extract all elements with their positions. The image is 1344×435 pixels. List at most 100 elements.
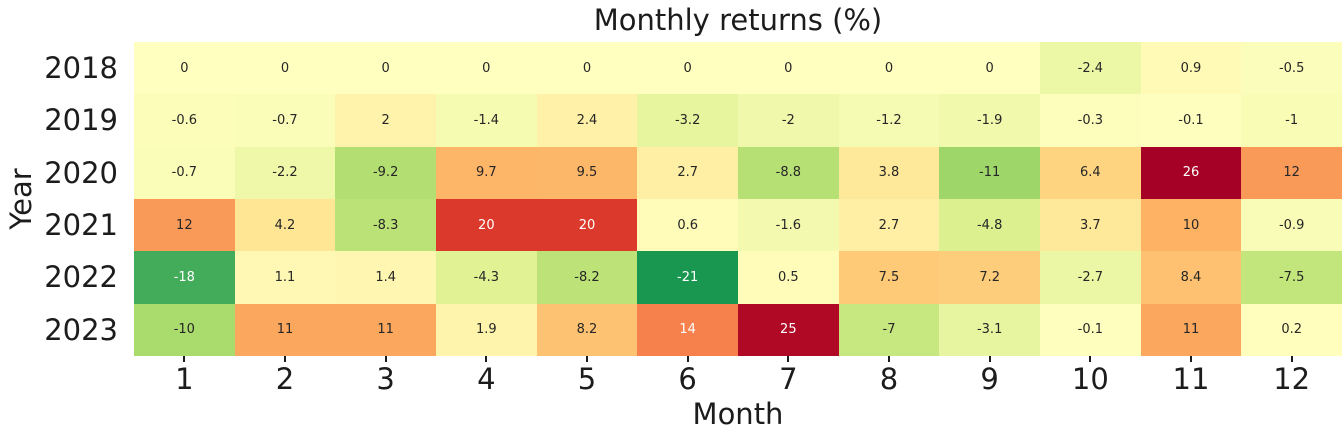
heatmap-cell: 7.5 [838,251,940,304]
heatmap-cell: 6.4 [1039,146,1141,199]
x-axis-tick-label: 7 [779,362,798,396]
heatmap-cell: -7.5 [1241,251,1342,304]
heatmap-cell: 0 [637,42,738,95]
heatmap-cell: -0.7 [234,94,336,147]
x-tick-mark [1089,356,1092,362]
heatmap-cell: 0 [234,42,336,95]
x-axis-tick-label: 5 [577,362,597,396]
heatmap-cell: 0.5 [737,251,839,304]
x-tick-mark [686,356,689,362]
heatmap-cell: -8.3 [335,198,436,252]
heatmap-cell: 11 [1140,303,1242,356]
x-axis-tick-label: 2 [275,362,295,396]
heatmap-cell: -8.2 [536,251,638,304]
heatmap-cell: -0.9 [1241,198,1342,252]
heatmap-cell: 0 [134,42,235,95]
heatmap-cell: 0 [536,42,638,95]
heatmap-cell: -1.2 [838,94,940,147]
y-axis-tick-label: 2020 [44,155,118,190]
heatmap-cell: 25 [737,303,839,356]
heatmap-cell: 9.5 [536,146,638,199]
y-axis-tick-labels: 2018 2019 2020 2021 2022 2023 [0,42,118,356]
heatmap-cell: 1.9 [435,303,537,356]
heatmap-cell: -0.5 [1241,42,1342,95]
x-tick-mark [1290,356,1293,362]
heatmap-cell: 3.8 [838,146,940,199]
heatmap-cell: 0 [737,42,839,95]
heatmap-cell: -0.6 [134,94,235,147]
y-axis-tick-label: 2022 [44,260,118,295]
heatmap-cell: -0.3 [1039,94,1141,147]
heatmap-cell: -21 [637,251,738,304]
y-axis-tick-label: 2018 [44,51,118,86]
x-axis-tick-label: 3 [376,362,395,396]
heatmap-cell: 0.6 [637,198,738,252]
heatmap-cell: 0.2 [1241,303,1342,356]
heatmap-cell: 0 [435,42,537,95]
heatmap-cell: -4.8 [939,198,1040,252]
heatmap-cell: 12 [1241,146,1342,199]
y-axis-tick-label: 2019 [44,103,118,138]
heatmap-cell: -0.1 [1039,303,1141,356]
heatmap-cell: 0 [939,42,1040,95]
x-tick-mark [284,356,286,362]
y-axis-tick-label: 2021 [44,208,118,243]
heatmap-cell: 1.1 [234,251,336,304]
chart-title: Monthly returns (%) [593,3,883,37]
heatmap-cell: -1 [1241,94,1342,147]
heatmap-cell: -1.9 [939,94,1040,147]
heatmap-cell: 0 [838,42,940,95]
x-tick-mark [787,356,790,362]
x-tick-mark [1190,356,1192,362]
heatmap-cell: 9.7 [435,146,537,199]
x-axis-tick-label: 6 [678,362,697,396]
heatmap-cell: 8.4 [1140,251,1242,304]
heatmap-cell: 11 [234,303,336,356]
x-tick-mark [485,356,488,362]
heatmap-cell: 11 [335,303,436,356]
x-tick-mark [988,356,991,362]
x-axis-tick-label: 11 [1172,362,1210,396]
heatmap-cell: 10 [1140,198,1242,252]
heatmap-cell: 26 [1140,146,1242,199]
heatmap-cell: 2.7 [838,198,940,252]
heatmap-cell: 7.2 [939,251,1040,304]
heatmap-cell: 4.2 [234,198,336,252]
y-axis-tick-label: 2023 [44,312,118,347]
heatmap-cell: -3.2 [637,94,738,147]
x-tick-mark [384,356,387,362]
heatmap-cell: -2 [737,94,839,147]
heatmap-cell: -7 [838,303,940,356]
heatmap-cell: -8.8 [737,146,839,199]
heatmap-cell: -18 [134,251,235,304]
heatmap-cell: 2.4 [536,94,638,147]
x-axis-tick-label: 4 [477,362,496,396]
heatmap-grid: 0 0 0 0 0 0 0 0 0 -2.4 0.9 -0.5 -0.6 -0.7 2 -1.4 2.4 -3.2… [134,42,1342,356]
x-axis-tick-label: 1 [175,362,194,396]
heatmap-cell: -1.6 [737,198,839,252]
heatmap-cell: -9.2 [335,146,436,199]
heatmap-cell: 20 [435,198,537,252]
heatmap-cell: -2.4 [1039,42,1141,95]
heatmap-cell: 3.7 [1039,198,1141,252]
x-axis-tick-label: 9 [980,362,999,396]
heatmap-cell: -0.1 [1140,94,1242,147]
heatmap-cell: -2.7 [1039,251,1141,304]
x-tick-mark [586,356,588,362]
heatmap-cell: 0.9 [1140,42,1242,95]
x-axis-tick-label: 8 [879,362,899,396]
heatmap-cell: -4.3 [435,251,537,304]
heatmap-cell: -11 [939,146,1040,199]
x-axis-tick-labels: 1 2 3 4 5 6 7 8 9 10 11 12 [134,362,1342,396]
heatmap-cell: -2.2 [234,146,336,199]
heatmap-cell: 1.4 [335,251,436,304]
x-tick-mark [183,356,186,362]
x-axis-tick-label: 10 [1071,362,1109,396]
heatmap-cell: 0 [335,42,436,95]
x-axis-tick-label: 12 [1273,362,1311,396]
heatmap-cell: -3.1 [939,303,1040,356]
heatmap-cell: -0.7 [134,146,235,199]
heatmap-cell: 8.2 [536,303,638,356]
x-axis-tick-marks [134,356,1342,363]
